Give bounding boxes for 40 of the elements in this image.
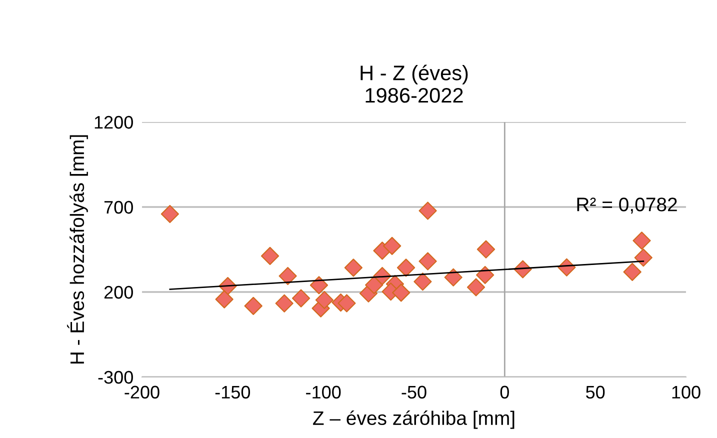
x-tick-label: 100 — [672, 386, 700, 399]
point — [275, 294, 294, 312]
point — [632, 232, 651, 250]
x-axis-title: Z – éves záróhiba [mm] — [313, 410, 514, 429]
point — [244, 296, 262, 315]
point — [476, 240, 496, 258]
point — [278, 266, 297, 286]
x-tick-label: -50 — [402, 386, 426, 399]
point — [310, 276, 328, 294]
x-tick-label: 0 — [500, 386, 509, 399]
x-tick-label: -200 — [124, 386, 160, 399]
point — [260, 246, 280, 266]
point — [418, 202, 437, 220]
x-tick-label: -150 — [215, 386, 250, 399]
point — [344, 258, 362, 277]
y-tick-label: 200 — [104, 286, 133, 299]
point — [466, 278, 486, 296]
point — [476, 266, 494, 284]
point — [365, 276, 384, 294]
point — [444, 268, 462, 286]
y-axis-title: H - Éves hozzáfolyás [mm] — [67, 135, 88, 364]
y-tick-label: -300 — [98, 370, 133, 384]
x-tick-label: -100 — [306, 386, 341, 399]
point — [418, 252, 437, 270]
point — [292, 289, 310, 308]
point — [392, 284, 410, 302]
point — [414, 272, 432, 291]
y-tick-label: 700 — [104, 200, 133, 214]
chart-title: H - Z (éves) 1986-2022 — [360, 64, 468, 103]
point — [383, 236, 402, 255]
point — [338, 294, 356, 312]
y-tick-label: 1200 — [94, 116, 133, 129]
point — [623, 262, 642, 281]
x-tick-label: 50 — [586, 386, 605, 399]
point — [634, 248, 652, 267]
point — [396, 258, 416, 277]
point — [315, 290, 334, 310]
annotation: R² = 0,0782 — [577, 198, 677, 214]
point — [215, 290, 234, 308]
point — [160, 204, 179, 224]
